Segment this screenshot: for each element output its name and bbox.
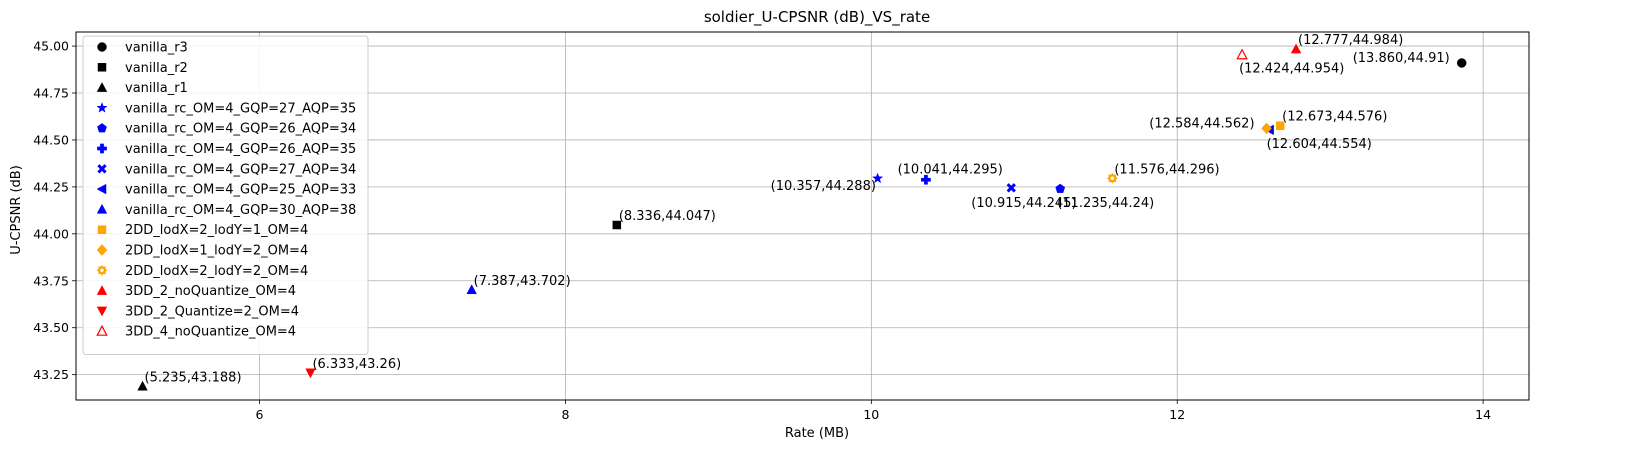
legend-marker <box>96 324 108 336</box>
legend-label: vanilla_r2 <box>125 61 188 76</box>
legend-label: vanilla_rc_OM=4_GQP=27_AQP=35 <box>125 101 356 116</box>
data-label: (12.584,44.562) <box>1149 116 1254 131</box>
data-label: (10.915,44.245) <box>971 196 1076 211</box>
legend-label: vanilla_rc_OM=4_GQP=27_AQP=34 <box>125 162 356 177</box>
data-label: (11.235,44.24) <box>1057 196 1154 211</box>
data-label: (10.041,44.295) <box>898 162 1003 177</box>
point-marker <box>1275 121 1285 130</box>
point-marker <box>305 368 316 379</box>
point-marker-hole <box>1110 176 1115 180</box>
x-tick-label: 12 <box>1169 407 1185 422</box>
data-label: (8.336,44.047) <box>619 209 716 224</box>
x-axis-label: Rate (MB) <box>785 426 849 441</box>
point-marker <box>1106 172 1118 184</box>
data-label: (12.673,44.576) <box>1282 110 1387 125</box>
legend-label: vanilla_rc_OM=4_GQP=30_AQP=38 <box>125 203 356 218</box>
data-label: (13.860,44.91) <box>1353 51 1450 66</box>
legend-marker <box>97 123 107 133</box>
data-label: (12.424,44.954) <box>1239 62 1344 77</box>
data-label: (7.387,43.702) <box>474 274 571 289</box>
y-tick-label: 44.25 <box>33 179 69 194</box>
point-marker <box>1055 183 1066 193</box>
data-points <box>137 43 1467 391</box>
legend-label: vanilla_rc_OM=4_GQP=25_AQP=33 <box>125 183 356 198</box>
point-marker <box>466 284 477 295</box>
y-tick-label: 43.50 <box>33 320 69 335</box>
legend-marker <box>97 143 107 154</box>
legend-marker-stroke <box>97 164 107 174</box>
plot-frame <box>75 31 1530 401</box>
data-label: (12.777,44.984) <box>1298 33 1403 48</box>
x-tick-label: 8 <box>561 407 569 422</box>
legend-marker <box>96 264 108 276</box>
legend-marker <box>96 306 108 317</box>
y-tick-label: 44.00 <box>33 226 69 241</box>
legend-label: 3DD_2_Quantize=2_OM=4 <box>125 304 299 319</box>
x-tick-label: 14 <box>1475 407 1491 422</box>
legend-marker <box>96 101 108 113</box>
legend-marker-hole <box>100 268 104 272</box>
y-tick-label: 45.00 <box>33 39 69 54</box>
point-marker <box>612 220 622 230</box>
legend-marker <box>97 42 107 52</box>
legend-marker <box>97 164 107 174</box>
point-marker <box>1290 43 1302 54</box>
legend-label: vanilla_r1 <box>125 81 188 96</box>
legend: vanilla_r3 vanilla_r2 vanilla_r1 vanilla_rc… <box>82 35 369 355</box>
legend-marker <box>97 225 107 234</box>
legend-marker <box>96 203 108 214</box>
legend-label: 3DD_2_noQuantize_OM=4 <box>125 284 296 299</box>
y-axis-label: U-CPSNR (dB) <box>9 165 24 255</box>
x-tick-label: 6 <box>256 407 264 422</box>
y-tick-label: 44.50 <box>33 132 69 147</box>
legend-label: vanilla_rc_OM=4_GQP=26_AQP=34 <box>125 122 356 137</box>
legend-label: vanilla_r3 <box>125 41 188 56</box>
data-label: (12.604,44.554) <box>1267 137 1372 152</box>
data-label: (11.576,44.296) <box>1114 162 1219 177</box>
legend-label: 2DD_lodX=2_lodY=1_OM=4 <box>125 223 308 238</box>
point-marker <box>1456 58 1467 68</box>
legend-marker <box>96 285 108 295</box>
legend-marker <box>96 82 108 92</box>
data-label: (5.235,43.188) <box>145 370 242 385</box>
chart-title: soldier_U-CPSNR (dB)_VS_rate <box>704 8 930 27</box>
data-label: (6.333,43.26) <box>312 357 401 372</box>
point-marker <box>137 380 148 391</box>
data-labels: (13.860,44.91) (8.336,44.047) (5.235,43.18… <box>145 33 1450 385</box>
y-tick-label: 43.25 <box>33 367 69 382</box>
y-tick-label: 43.75 <box>33 273 69 288</box>
legend-label: 2DD_lodX=1_lodY=2_OM=4 <box>125 244 308 259</box>
y-tick-label: 44.75 <box>33 86 69 101</box>
point-marker-stroke <box>1006 183 1016 193</box>
point-marker <box>1006 183 1016 193</box>
legend-label: 2DD_lodX=2_lodY=2_OM=4 <box>125 264 308 279</box>
legend-marker <box>97 63 107 72</box>
legend-marker <box>96 183 107 195</box>
legend-box <box>82 35 369 355</box>
point-marker <box>1261 122 1272 135</box>
x-tick-label: 10 <box>863 407 879 422</box>
point-marker <box>921 174 931 185</box>
legend-marker <box>96 244 108 256</box>
data-label: (10.357,44.288) <box>771 179 876 194</box>
axis-ticks: 6 8 10 12 14 43.25 43.50 43.75 44.00 44.25 44.50 44… <box>33 39 1491 422</box>
legend-label: vanilla_rc_OM=4_GQP=26_AQP=35 <box>125 142 356 157</box>
legend-label: 3DD_4_noQuantize_OM=4 <box>125 325 296 340</box>
point-marker <box>1236 48 1248 60</box>
point-marker <box>871 172 884 184</box>
